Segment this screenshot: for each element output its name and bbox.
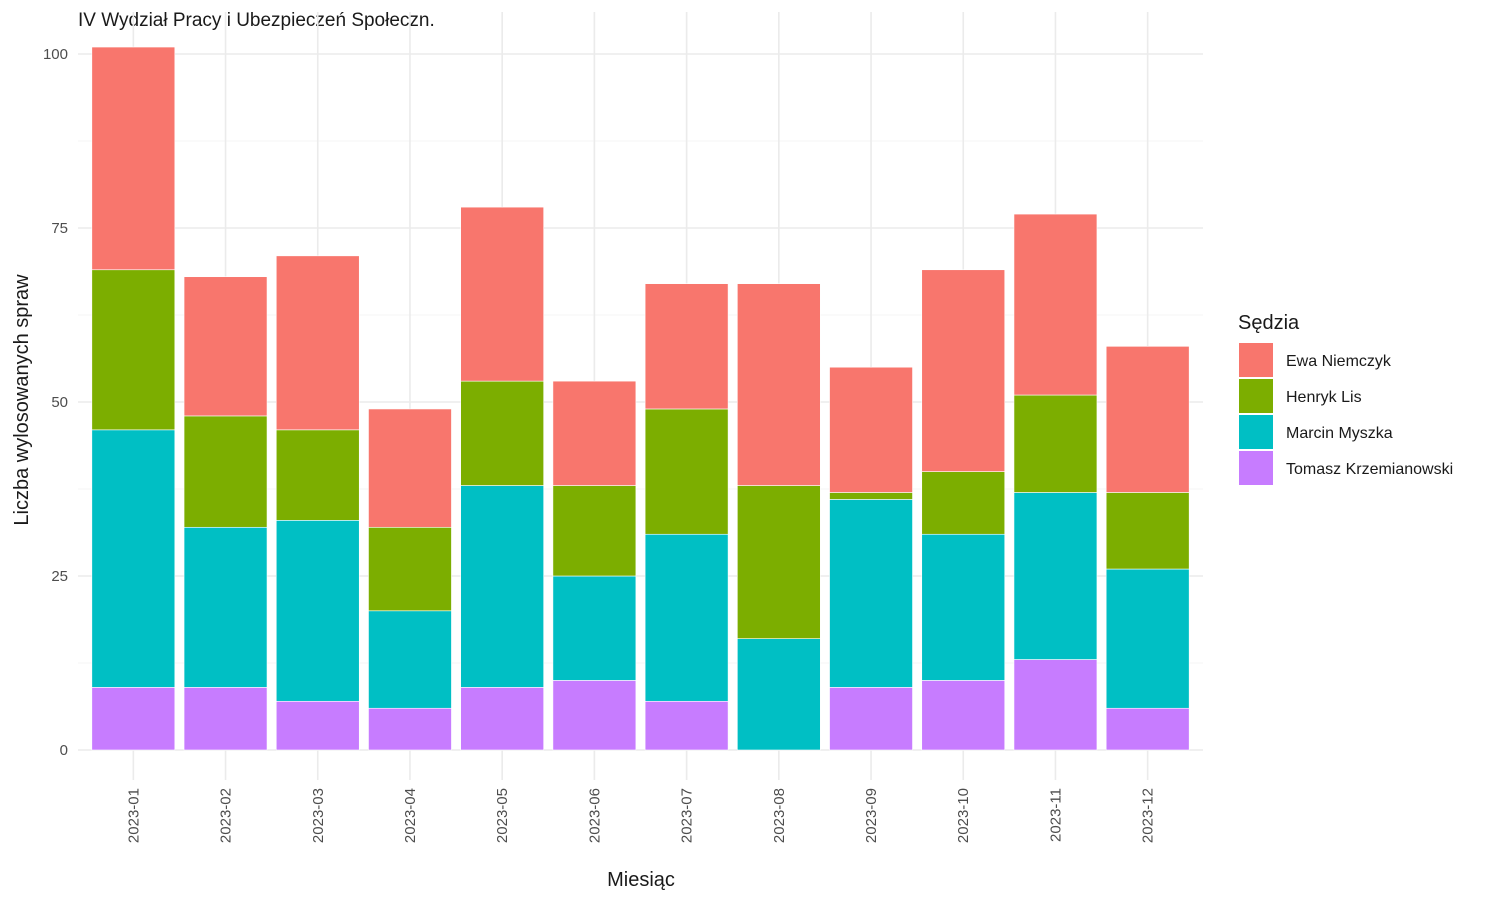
bar-segment: [737, 485, 821, 639]
legend-key: [1239, 379, 1273, 413]
x-tick-label: 2023-07: [679, 788, 696, 843]
bar-segment: [552, 485, 637, 577]
x-tick-label: 2023-12: [1140, 788, 1157, 843]
x-tick-label: 2023-05: [494, 788, 511, 843]
bar-segment: [460, 687, 544, 751]
y-tick-label: 100: [43, 46, 68, 63]
bar-segment: [183, 687, 268, 751]
bar-segment: [644, 408, 729, 535]
bar-segment: [1013, 394, 1098, 493]
bar-segment: [644, 533, 729, 702]
bar-segment: [921, 269, 1006, 472]
legend: Sędzia Ewa Niemczyk Henryk Lis Marcin Mysz…: [1238, 312, 1453, 485]
bar-segment: [1105, 707, 1190, 751]
legend-label: Ewa Niemczyk: [1286, 353, 1392, 370]
x-axis-ticks: 2023-01 2023-02 2023-03 2023-04 2023-05 2023-…: [125, 788, 1156, 843]
bar-segment: [829, 366, 913, 493]
bar-segment: [91, 687, 176, 751]
x-tick-label: 2023-10: [955, 788, 972, 843]
bar-segment: [275, 700, 360, 751]
bar-segment: [275, 255, 360, 431]
y-tick-label: 50: [51, 394, 68, 411]
x-axis-title: Miesiąc: [607, 869, 675, 891]
bar-segment: [368, 707, 452, 751]
legend-key: [1239, 415, 1273, 449]
y-tick-label: 0: [60, 742, 68, 759]
y-tick-label: 25: [51, 568, 68, 585]
bar-segment: [552, 680, 637, 751]
bar-segment: [183, 526, 268, 688]
x-tick-label: 2023-02: [218, 788, 235, 843]
legend-label: Marcin Myszka: [1286, 425, 1393, 442]
bar-segment: [91, 429, 176, 688]
bar-segment: [737, 638, 821, 751]
x-tick-label: 2023-08: [771, 788, 788, 843]
bar-segment: [829, 492, 913, 500]
bars: [91, 46, 1190, 751]
y-axis-ticks: 0 25 50 75 100: [43, 46, 68, 759]
bar-segment: [91, 269, 176, 431]
x-tick-label: 2023-11: [1047, 788, 1064, 842]
bar-segment: [460, 206, 544, 382]
bar-segment: [644, 700, 729, 751]
bar-segment: [644, 283, 729, 410]
bar-segment: [1105, 492, 1190, 570]
y-tick-label: 75: [51, 220, 68, 237]
legend-label: Tomasz Krzemianowski: [1286, 461, 1453, 478]
legend-title: Sędzia: [1238, 312, 1300, 334]
legend-key: [1239, 451, 1273, 485]
bar-segment: [829, 499, 913, 688]
bar-segment: [1105, 346, 1190, 493]
bar-segment: [737, 283, 821, 486]
x-tick-label: 2023-03: [310, 788, 327, 843]
chart-title: IV Wydział Pracy i Ubezpieczeń Społeczn.: [78, 10, 435, 31]
bar-segment: [368, 526, 452, 612]
legend-label: Henryk Lis: [1286, 389, 1362, 406]
bar-segment: [552, 380, 637, 486]
bar-segment: [460, 485, 544, 688]
bar-segment: [275, 429, 360, 521]
bar-segment: [1105, 568, 1190, 709]
y-axis-title: Liczba wylosowanych spraw: [11, 274, 33, 526]
legend-key: [1239, 343, 1273, 377]
bar-segment: [91, 46, 176, 271]
x-tick-label: 2023-04: [402, 788, 419, 843]
bar-segment: [921, 533, 1006, 681]
bar-segment: [275, 520, 360, 702]
bar-segment: [1013, 492, 1098, 660]
bar-segment: [829, 687, 913, 751]
x-tick-label: 2023-01: [125, 788, 142, 843]
x-tick-label: 2023-06: [586, 788, 603, 843]
bar-segment: [183, 276, 268, 417]
bar-segment: [552, 575, 637, 681]
bar-segment: [368, 610, 452, 709]
bar-segment: [921, 680, 1006, 751]
x-tick-label: 2023-09: [863, 788, 880, 843]
bar-segment: [368, 408, 452, 528]
bar-segment: [921, 471, 1006, 535]
bar-segment: [183, 415, 268, 528]
bar-segment: [1013, 213, 1098, 396]
bar-segment: [1013, 659, 1098, 751]
bar-segment: [460, 380, 544, 486]
